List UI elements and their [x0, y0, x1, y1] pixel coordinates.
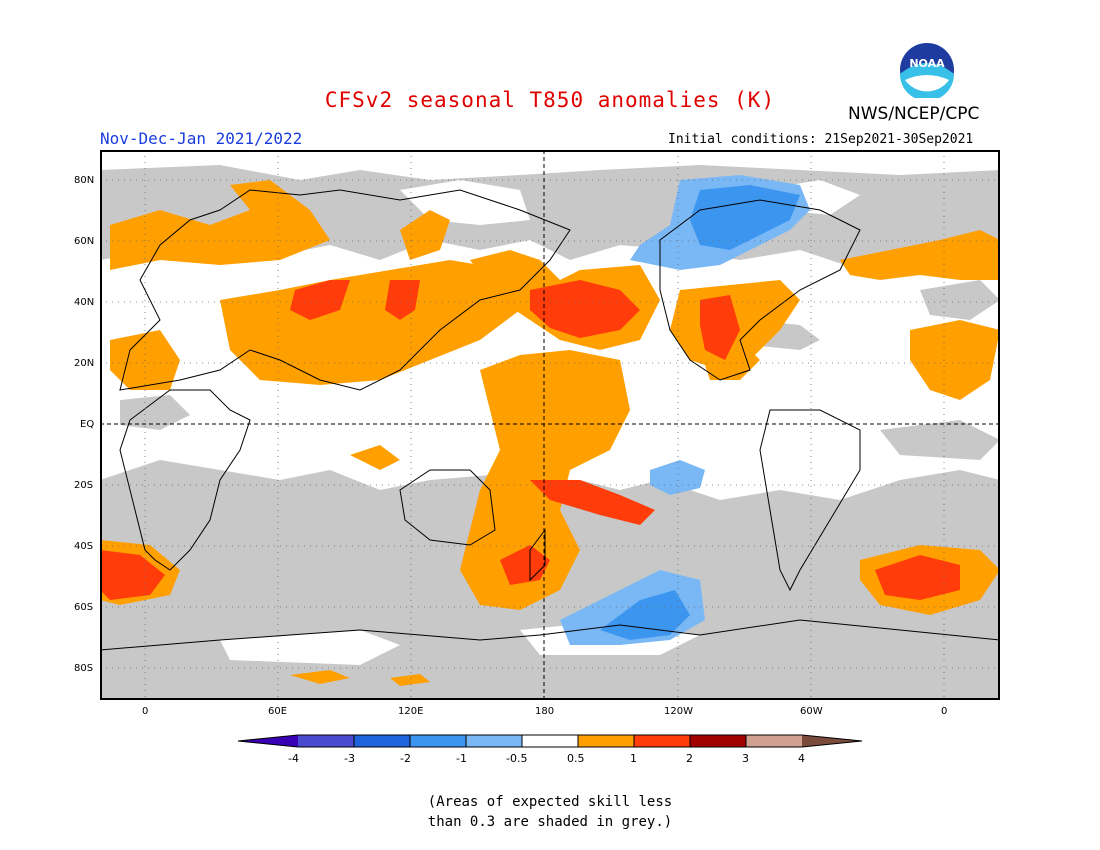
skill-note-line2: than 0.3 are shaded in grey.) [427, 814, 673, 830]
colorbar-cell [522, 735, 578, 747]
lat-tick: 20N [74, 358, 95, 369]
colorbar-cell [466, 735, 522, 747]
lon-tick: 0 [941, 706, 948, 717]
colorbar-cell [746, 735, 802, 747]
logo-text: NOAA [909, 57, 945, 70]
lat-tick: 40S [74, 541, 94, 552]
colorbar-cell [410, 735, 466, 747]
africa-outline [119, 389, 251, 571]
australia-outline [399, 469, 496, 546]
colorbar-label: 2 [686, 752, 693, 765]
lon-tick: 60E [268, 706, 288, 717]
colorbar-label: 3 [742, 752, 749, 765]
anomaly-map [100, 150, 1000, 700]
lat-tick: 80N [74, 175, 95, 186]
colorbar-arrow-right [802, 735, 862, 747]
colorbar-arrow-left [238, 735, 298, 747]
lon-tick: 180 [535, 706, 555, 717]
colorbar-label: -0.5 [506, 752, 528, 765]
skill-note-line1: (Areas of expected skill less [427, 794, 673, 810]
colorbar-label: 1 [630, 752, 637, 765]
agency-label: NWS/NCEP/CPC [848, 104, 980, 124]
lat-tick: 80S [74, 663, 94, 674]
forecast-period: Nov-Dec-Jan 2021/2022 [100, 129, 303, 148]
colorbar [238, 734, 862, 748]
lon-tick: 120E [398, 706, 424, 717]
colorbar-cell [354, 735, 410, 747]
colorbar-cell [298, 735, 354, 747]
colorbar-cell [634, 735, 690, 747]
lat-tick: 40N [74, 297, 95, 308]
positive-anomaly-1-2 [100, 280, 960, 600]
map-title: CFSv2 seasonal T850 anomalies (K) [324, 88, 776, 112]
lat-tick: 60S [74, 602, 94, 613]
graticule [100, 150, 1000, 700]
noaa-logo-icon: NOAA [900, 43, 954, 98]
initial-conditions: Initial conditions: 21Sep2021-30Sep2021 [668, 132, 974, 147]
colorbar-cell [578, 735, 634, 747]
antarctica-outline [100, 619, 1000, 651]
colorbar-label: -2 [400, 752, 411, 765]
lon-tick: 120W [664, 706, 693, 717]
colorbar-label: -3 [344, 752, 355, 765]
north-america-outline [659, 199, 861, 381]
new-zealand-outline [529, 528, 546, 582]
south-america-outline [759, 409, 861, 592]
lat-tick: EQ [80, 419, 95, 430]
colorbar-label: 0.5 [567, 752, 585, 765]
lon-tick: 0 [142, 706, 149, 717]
negative-anomaly-blue [600, 185, 800, 640]
skill-note: (Areas of expected skill less than 0.3 a… [0, 792, 1100, 832]
colorbar-label: -4 [288, 752, 299, 765]
lat-tick: 60N [74, 236, 95, 247]
lon-tick: 60W [800, 706, 823, 717]
colorbar-label: 4 [798, 752, 805, 765]
colorbar-cell [690, 735, 746, 747]
lat-tick: 20S [74, 480, 94, 491]
map-frame [100, 150, 1000, 700]
coastlines [100, 189, 1000, 651]
colorbar-label: -1 [456, 752, 467, 765]
